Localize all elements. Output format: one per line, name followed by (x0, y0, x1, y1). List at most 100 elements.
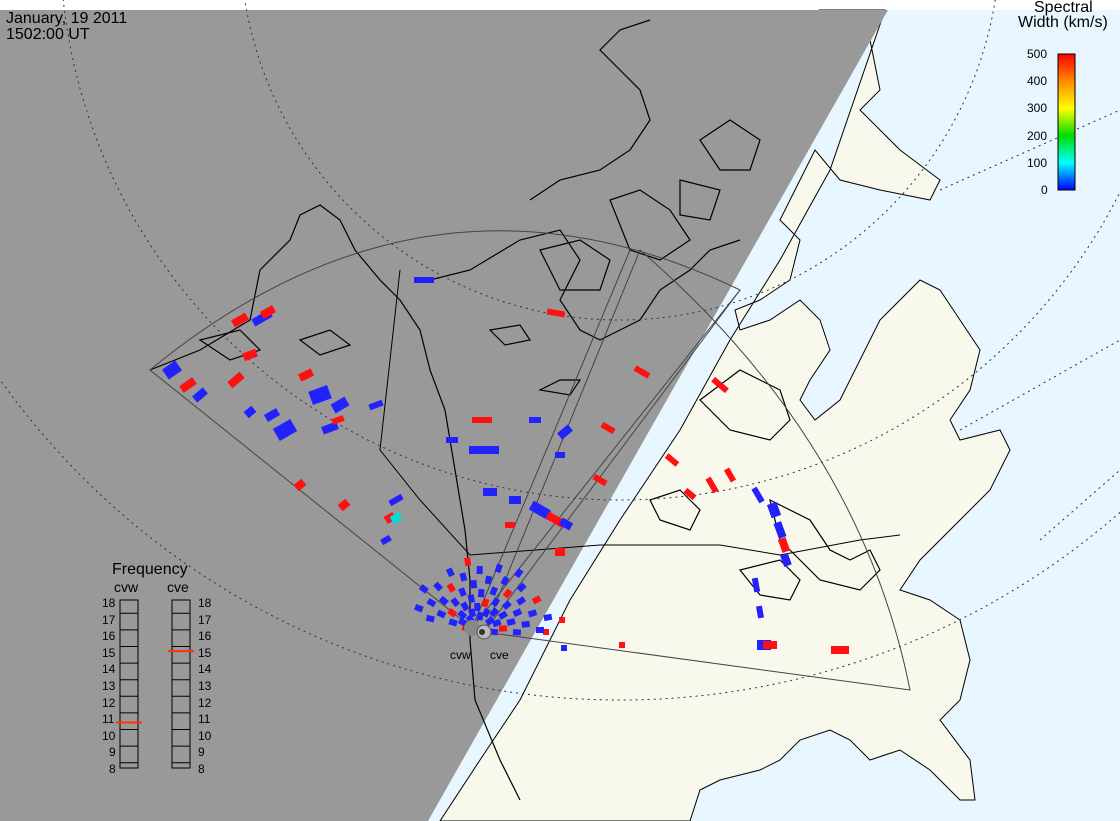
echo-cell (446, 582, 456, 593)
cvw-scale-9: 9 (109, 745, 116, 760)
echo-cell (513, 568, 524, 579)
cve-scale-8: 8 (198, 762, 205, 776)
echo-cell (780, 552, 792, 568)
colorbar-tick-300: 300 (1027, 101, 1048, 116)
echo-cell (483, 488, 497, 496)
political-borders (379, 269, 901, 556)
colorbar-tick-400: 400 (1027, 74, 1048, 89)
echo-cell (512, 608, 523, 618)
echo-cell (528, 500, 552, 520)
echo-cell (489, 607, 500, 618)
echo-cell (450, 597, 461, 608)
latitude-rings (0, 0, 1120, 701)
echo-cell (460, 601, 470, 612)
echo-cell (664, 453, 680, 467)
echo-cell (458, 587, 467, 597)
echo-cell (557, 424, 573, 440)
echo-cell (531, 595, 542, 605)
time-label: 1502:00 UT (6, 26, 90, 43)
cvw-scale-8: 8 (109, 762, 116, 776)
echo-cell (521, 620, 530, 628)
echo-cell (192, 387, 208, 403)
echo-cell (446, 437, 458, 443)
echo-cell (494, 563, 503, 574)
cvw-scale-11: 11 (102, 712, 115, 727)
echo-cell (457, 609, 468, 620)
echo-cell (162, 360, 182, 380)
echo-cell (600, 421, 616, 435)
echo-cell (498, 625, 508, 632)
night-region (0, 10, 888, 821)
echo-cell (633, 365, 651, 379)
echo-cell (467, 594, 476, 604)
cvw-scale-16: 16 (102, 629, 116, 644)
echo-cell (529, 417, 541, 423)
echo-cell (705, 476, 719, 494)
echo-cell (331, 415, 345, 425)
cve-scale-14: 14 (198, 662, 212, 677)
echo-cell (227, 371, 245, 389)
echo-cell (414, 604, 424, 613)
echo-cell (489, 628, 499, 636)
cvw-scale-10: 10 (102, 728, 116, 743)
echo-cell (773, 521, 787, 539)
echo-cell (476, 611, 484, 621)
echo-cell (179, 377, 197, 393)
echo-cell (481, 598, 490, 608)
echo-cell (756, 605, 764, 619)
echo-cell (490, 597, 501, 608)
echo-cell (592, 473, 608, 487)
echo-cell (472, 417, 492, 423)
echo-cell (543, 629, 549, 635)
echo-cell (263, 408, 281, 422)
echo-cell (368, 399, 384, 411)
cve-scale-15: 15 (198, 645, 212, 660)
echo-cell (477, 588, 485, 598)
echo-cell (242, 348, 258, 362)
echo-cell (414, 277, 434, 283)
echo-cell (497, 610, 508, 620)
echo-cell (777, 537, 791, 553)
echo-cell (527, 609, 538, 618)
frequency-title: Frequency (112, 561, 188, 578)
colorbar-title-line1: Spectral (1034, 0, 1093, 16)
echo-cell (321, 421, 339, 435)
echo-cell (766, 501, 782, 519)
echo-cell (469, 446, 499, 454)
frequency-right-radar: cve (167, 579, 189, 595)
echo-cell (711, 376, 729, 394)
frequency-bars (119, 599, 191, 769)
cve-scale-11: 11 (198, 712, 211, 727)
echo-cell (445, 567, 455, 578)
echo-cell (481, 607, 491, 618)
echo-cell (438, 595, 449, 606)
echo-cell (297, 368, 315, 382)
cvw-scale-12: 12 (102, 695, 116, 710)
echo-cell (723, 467, 737, 483)
echo-cell (293, 478, 307, 492)
echo-cell (683, 487, 697, 501)
echo-cell (308, 385, 332, 405)
frequency-left-radar: cvw (114, 579, 139, 595)
colorbar-tick-500: 500 (1027, 47, 1048, 61)
echo-cell (543, 613, 553, 622)
echo-cell (388, 493, 404, 507)
echo-cell (470, 579, 478, 589)
cve-scale-16: 16 (198, 629, 212, 644)
echo-cell (831, 646, 849, 654)
echo-cell (426, 598, 437, 608)
colorbar-tick-200: 200 (1027, 128, 1048, 143)
echo-cell (555, 452, 565, 458)
colorbar-gradient (1057, 53, 1076, 191)
radar-fov (149, 230, 911, 691)
echo-cell (501, 600, 512, 611)
cve-scale-17: 17 (198, 612, 212, 627)
echo-cell (468, 608, 477, 618)
echo-cell (500, 575, 510, 586)
echo-cell (436, 609, 447, 619)
echo-cell (464, 557, 472, 567)
echo-cell (505, 522, 515, 528)
cve-scale-18: 18 (198, 596, 212, 610)
cve-scale-12: 12 (198, 695, 212, 710)
echo-cell (447, 608, 458, 618)
